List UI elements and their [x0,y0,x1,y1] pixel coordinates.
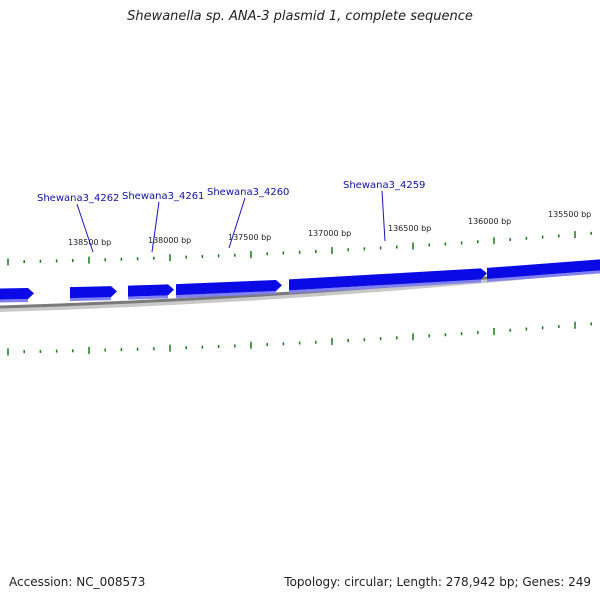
gene-leader-4260 [228,197,246,249]
gene-arrow-4260[interactable] [176,280,282,296]
gene-arrow-4262[interactable] [70,286,117,299]
tick-label-135500: 135500 bp [548,210,591,219]
gene-label-4259[interactable]: Shewana3_4259 [343,180,425,191]
accession-text: Accession: NC_008573 [9,575,146,589]
gene-leader-4262 [76,203,94,253]
gene-arrow-4259[interactable] [289,268,487,291]
gene-label-4260[interactable]: Shewana3_4260 [207,187,289,198]
gene-arrow-left-edge-shadow [0,299,28,303]
tick-label-137500: 137500 bp [228,233,271,242]
gene-arrow-left-edge[interactable] [0,288,34,300]
tick-label-137000: 137000 bp [308,229,351,238]
gene-arrow-4260-shadow [176,291,276,299]
tick-label-136500: 136500 bp [388,224,431,233]
tick-label-138000: 138000 bp [148,236,191,245]
topology-summary: Topology: circular; Length: 278,942 bp; … [284,575,591,589]
outer-tick-marks [7,231,592,266]
gene-arrow-4261[interactable] [128,284,174,297]
map-title: Shewanella sp. ANA-3 plasmid 1, complete… [127,9,473,24]
gene-leader-4261 [151,201,160,253]
gene-leader-4259 [381,190,386,242]
gene-label-4261[interactable]: Shewana3_4261 [122,191,204,202]
inner-tick-marks [7,321,592,356]
gene-track [0,259,600,303]
tick-label-136000: 136000 bp [468,217,511,226]
gene-arrow-4261-shadow [128,295,168,300]
gene-arrow-right-edge[interactable] [487,259,600,279]
gene-arrow-right-edge-shadow [487,270,600,282]
gene-arrow-4262-shadow [70,297,111,302]
gene-arrow-4259-shadow [289,279,481,294]
gene-label-4262[interactable]: Shewana3_4262 [37,193,119,204]
